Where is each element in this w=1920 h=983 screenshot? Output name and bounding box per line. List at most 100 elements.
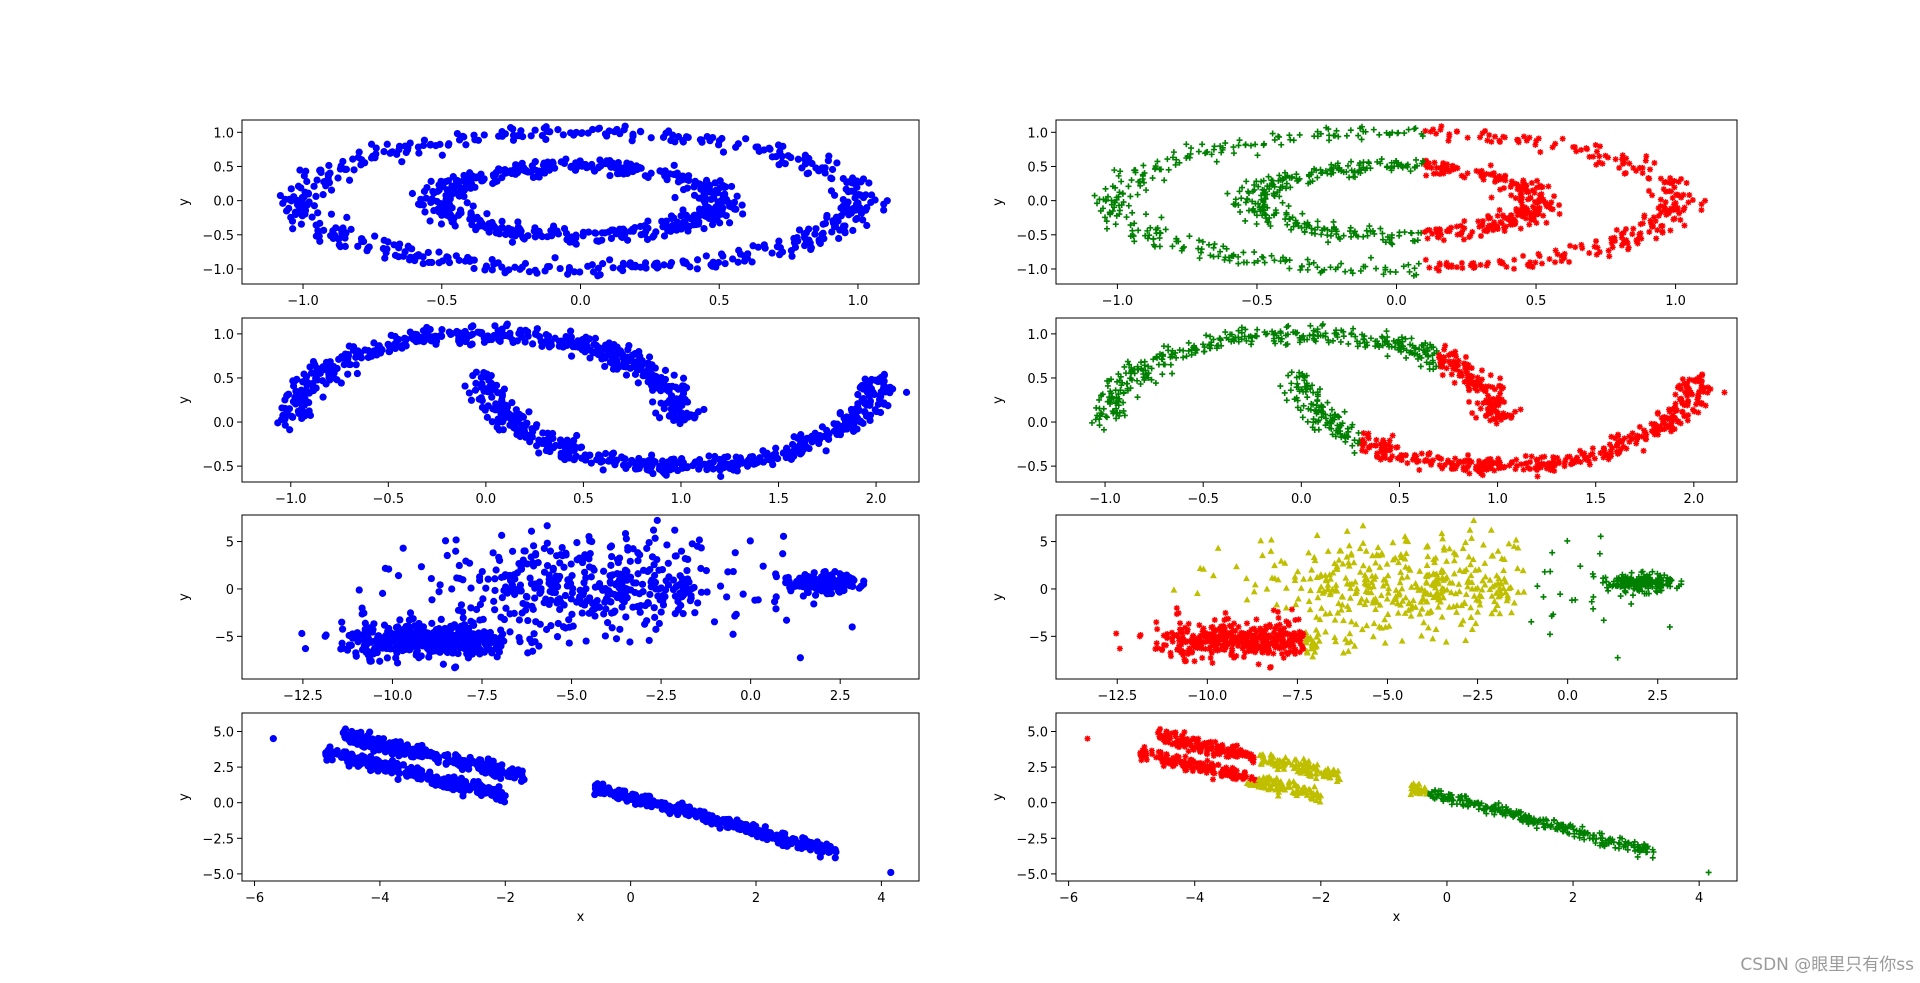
data-point xyxy=(432,340,440,348)
data-point xyxy=(1311,337,1318,343)
data-point xyxy=(1570,144,1577,151)
data-point xyxy=(711,452,719,461)
data-point xyxy=(1681,413,1688,420)
data-point xyxy=(1511,216,1518,223)
data-point xyxy=(646,566,654,574)
data-point xyxy=(1471,385,1478,392)
data-point xyxy=(343,213,351,221)
data-point xyxy=(1621,239,1628,246)
data-point xyxy=(1532,465,1539,472)
data-point xyxy=(545,571,553,579)
data-point xyxy=(1116,377,1123,384)
data-point xyxy=(587,573,595,581)
data-point xyxy=(889,385,897,393)
data-point xyxy=(1475,467,1482,474)
data-point xyxy=(298,629,306,638)
data-point xyxy=(1236,137,1243,144)
data-point xyxy=(1422,161,1429,168)
data-point xyxy=(854,390,862,399)
data-point xyxy=(1142,211,1149,218)
data-point xyxy=(1519,186,1526,193)
data-point xyxy=(396,616,404,624)
data-point xyxy=(684,413,692,421)
data-point xyxy=(633,364,641,373)
subplot-p1: −1.0 −0.5 0.0 0.5 1.01.00.50.0−0.5−1.0y xyxy=(991,119,1738,309)
data-point xyxy=(630,579,638,587)
data-point xyxy=(697,588,706,596)
data-point xyxy=(1721,389,1728,396)
data-point xyxy=(607,163,615,171)
data-point xyxy=(1096,396,1103,403)
data-point xyxy=(634,379,642,387)
data-point xyxy=(1120,390,1127,397)
data-point xyxy=(1471,264,1478,271)
data-point xyxy=(1436,226,1443,233)
data-point xyxy=(426,141,434,149)
data-point xyxy=(643,458,652,466)
data-point xyxy=(768,249,776,257)
data-point xyxy=(1524,196,1531,203)
data-point xyxy=(1648,420,1655,427)
data-point xyxy=(1596,159,1603,166)
data-point xyxy=(537,231,545,239)
data-point xyxy=(1652,217,1659,224)
data-point xyxy=(1319,169,1326,176)
data-point xyxy=(559,131,567,139)
data-point xyxy=(1354,343,1361,350)
data-point xyxy=(1130,233,1137,240)
data-point xyxy=(1527,216,1534,223)
data-point xyxy=(729,255,737,263)
data-point xyxy=(1434,453,1441,460)
data-point xyxy=(1425,458,1432,465)
data-point xyxy=(591,612,599,620)
data-point xyxy=(321,177,329,185)
data-point xyxy=(839,195,847,204)
data-point xyxy=(607,234,616,243)
data-point xyxy=(1115,371,1122,378)
data-point xyxy=(1386,132,1393,139)
data-point xyxy=(729,630,737,638)
data-point xyxy=(1589,450,1596,457)
data-point xyxy=(1487,224,1494,231)
x-tick-label: −0.5 xyxy=(1241,294,1273,309)
data-point xyxy=(649,233,657,241)
data-point xyxy=(1389,241,1396,248)
data-point xyxy=(1150,236,1157,243)
data-point xyxy=(660,405,668,413)
data-point xyxy=(426,640,434,648)
points-p1 xyxy=(1091,123,1709,279)
data-point xyxy=(603,342,611,350)
data-point xyxy=(1185,339,1192,346)
data-point xyxy=(1403,347,1410,354)
data-point xyxy=(556,264,564,273)
data-point xyxy=(533,269,541,277)
data-point xyxy=(454,649,462,658)
data-point xyxy=(1561,459,1568,466)
data-point xyxy=(1124,358,1131,365)
data-point xyxy=(582,574,590,582)
data-point xyxy=(586,354,594,362)
data-point xyxy=(602,449,610,458)
data-point xyxy=(650,604,658,612)
data-point xyxy=(1461,378,1468,385)
data-point xyxy=(1099,391,1106,398)
data-point xyxy=(1637,230,1644,237)
data-point xyxy=(782,453,790,462)
data-point xyxy=(1689,197,1696,204)
data-point xyxy=(1276,172,1283,179)
data-point xyxy=(498,223,506,231)
data-point xyxy=(1314,218,1321,225)
data-point xyxy=(486,636,494,645)
data-point xyxy=(1621,159,1628,166)
data-point xyxy=(1357,439,1364,446)
data-point xyxy=(430,189,438,197)
data-point xyxy=(1285,372,1292,379)
data-point xyxy=(654,592,662,600)
data-point xyxy=(1508,459,1515,466)
data-point xyxy=(1196,255,1203,262)
data-point xyxy=(1480,400,1487,407)
data-point xyxy=(1328,228,1335,235)
data-point xyxy=(1453,128,1460,135)
data-point xyxy=(510,609,518,617)
data-point xyxy=(1444,165,1451,172)
